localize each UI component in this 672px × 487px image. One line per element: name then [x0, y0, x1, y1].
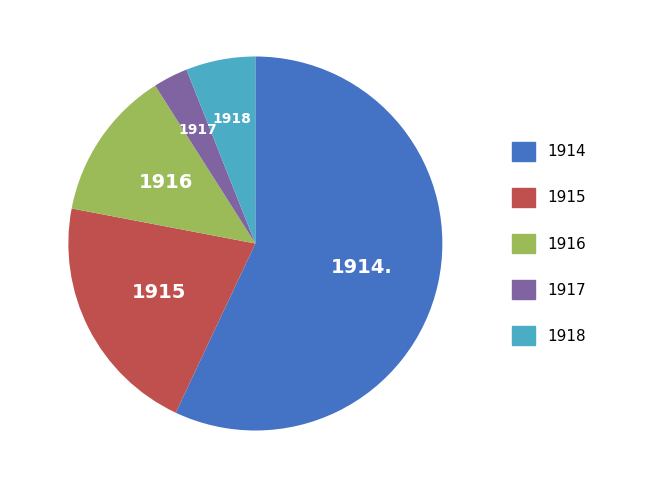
Legend: 1914, 1915, 1916, 1917, 1918: 1914, 1915, 1916, 1917, 1918 [506, 136, 592, 351]
Text: 1914.: 1914. [331, 258, 392, 277]
Text: 1915: 1915 [132, 283, 186, 302]
Wedge shape [176, 56, 442, 431]
Text: 1918: 1918 [212, 112, 251, 126]
Text: 1917: 1917 [178, 123, 217, 137]
Wedge shape [187, 56, 255, 244]
Wedge shape [72, 86, 255, 244]
Text: 1916: 1916 [138, 173, 193, 192]
Wedge shape [155, 70, 255, 243]
Wedge shape [69, 208, 255, 412]
